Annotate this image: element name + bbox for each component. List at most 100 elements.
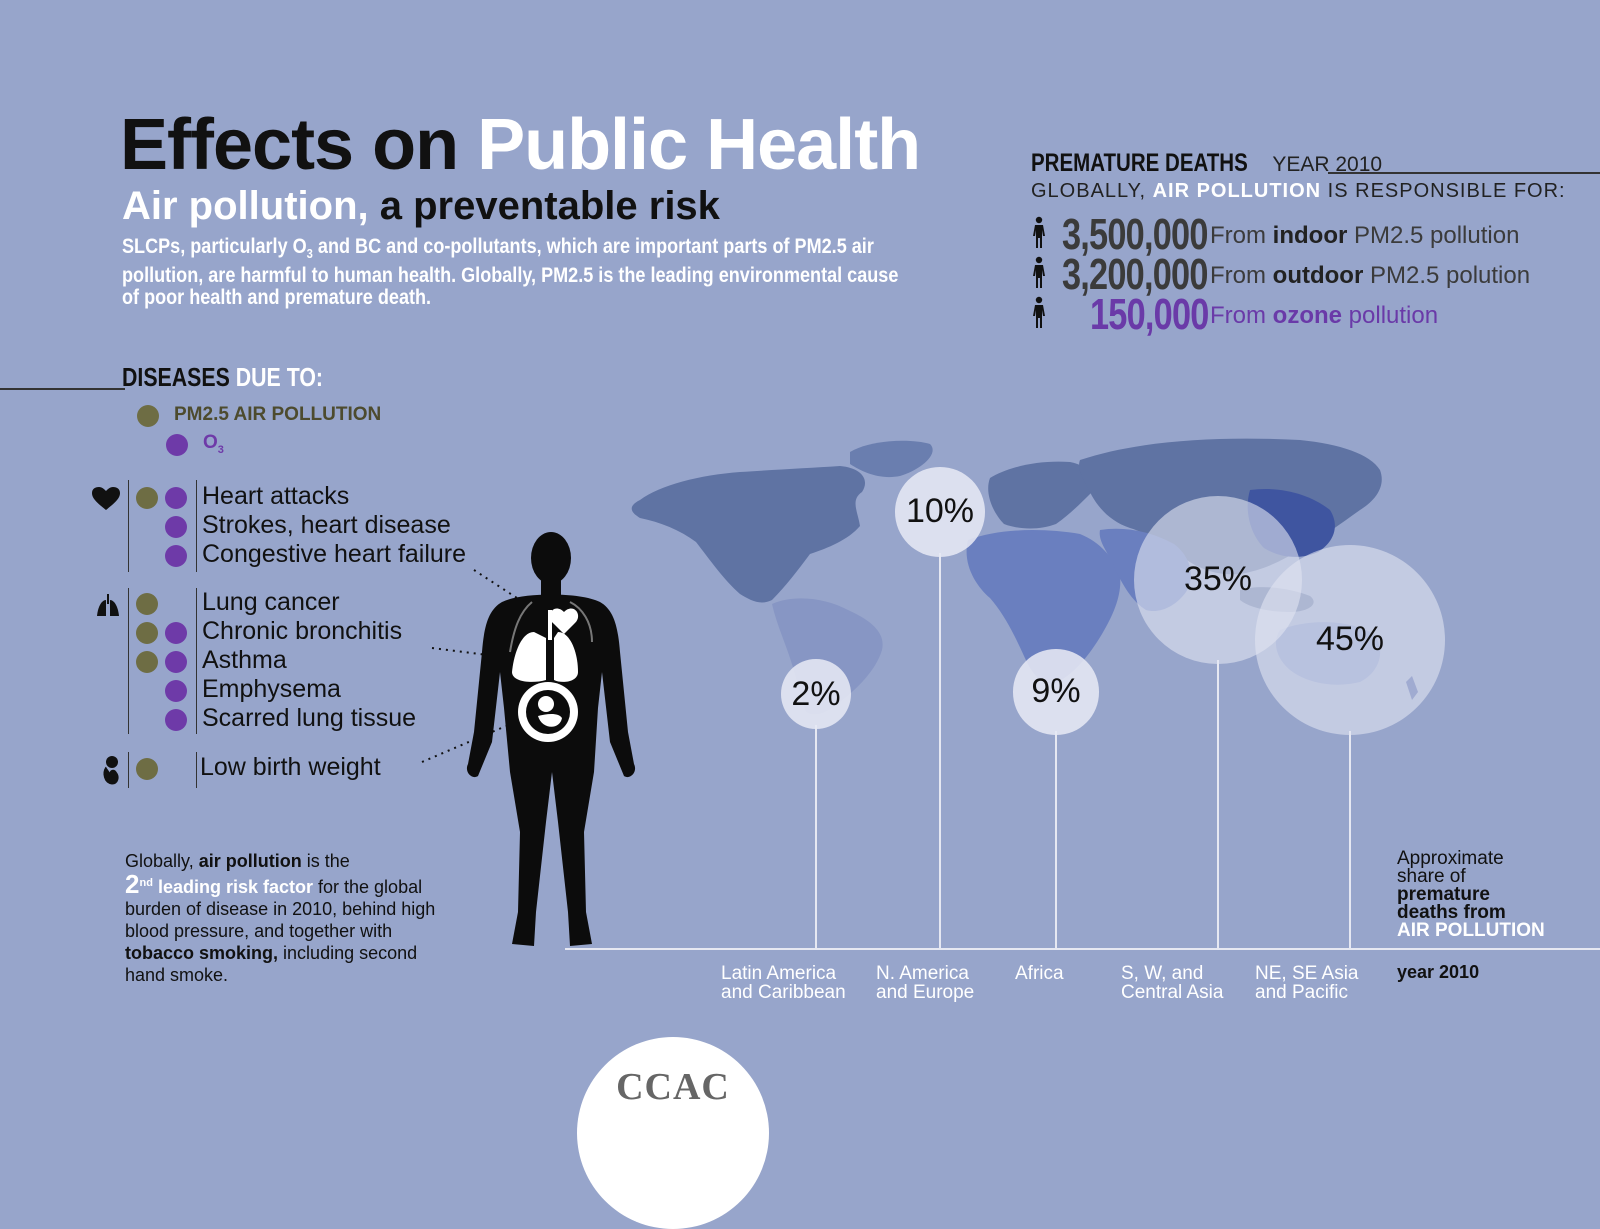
africa-shape: [966, 530, 1121, 684]
source-type: outdoor: [1272, 262, 1364, 289]
share-line1: Approximate: [1397, 848, 1504, 869]
bubble-stem: [815, 725, 817, 948]
sub-prefix: GLOBALLY,: [1031, 180, 1146, 202]
o3-dot: [165, 680, 187, 702]
disease-heart-attacks: Heart attacks: [202, 482, 350, 510]
risk-rank: 2: [125, 869, 140, 899]
deaths-value: 3,500,000: [1062, 210, 1208, 259]
person-icon: [1033, 256, 1045, 288]
disease-bronchitis: Chronic bronchitis: [202, 617, 403, 645]
south-america-shape: [772, 598, 883, 715]
risk-p2: air pollution: [198, 851, 302, 871]
disease-lung-cancer: Lung cancer: [202, 588, 340, 616]
group-divider: [128, 588, 129, 734]
deaths-value: 3,200,000: [1062, 250, 1208, 299]
premature-deaths-year: YEAR 2010: [1272, 153, 1383, 176]
from-text: From: [1210, 222, 1266, 249]
risk-p3: is the: [306, 851, 350, 871]
region-label-latam: Latin America and Caribbean: [721, 964, 846, 1002]
risk-p4: leading risk factor: [157, 877, 313, 897]
risk-p5: for the global burden of disease in 2010…: [125, 877, 436, 941]
subtitle-black: a preventable risk: [379, 184, 720, 228]
share-line4: deaths from: [1397, 902, 1506, 923]
disease-low-birth-weight: Low birth weight: [200, 753, 381, 781]
se-asia-shape: [1240, 587, 1314, 612]
from-text: From: [1210, 302, 1266, 329]
pm-dot: [136, 758, 158, 780]
source-type: indoor: [1272, 222, 1348, 249]
share-line3: premature: [1397, 884, 1490, 905]
o3-letter: O: [203, 432, 218, 453]
group-divider: [128, 752, 129, 788]
world-map: [631, 438, 1418, 715]
share-note: Approximate share of premature deaths fr…: [1397, 848, 1545, 941]
o3-dot: [165, 651, 187, 673]
disease-scarred-lung: Scarred lung tissue: [202, 704, 417, 732]
pm-dot: [136, 487, 158, 509]
share-year: year 2010: [1397, 962, 1480, 982]
risk-factor-note: Globally, air pollution is the 2nd leadi…: [125, 850, 455, 986]
disease-strokes: Strokes, heart disease: [202, 511, 451, 539]
region-label-africa: Africa: [1015, 964, 1064, 983]
o3-dot: [165, 516, 187, 538]
deaths-value: 150,000: [1090, 290, 1209, 339]
region-latam-line2: and Caribbean: [721, 982, 846, 1003]
region-ne-line1: NE, SE Asia: [1255, 963, 1359, 984]
region-latam-line1: Latin America: [721, 963, 837, 984]
ccac-logo: CCAC: [616, 1066, 730, 1108]
diseases-heading: DISEASES DUE TO:: [122, 362, 323, 393]
bubble-stem: [1349, 731, 1351, 948]
source-rest: pollution: [1348, 302, 1439, 329]
europe-shape: [988, 461, 1095, 529]
risk-rank-sup: nd: [139, 877, 153, 889]
premature-deaths-title: PREMATURE DEATHS: [1031, 149, 1248, 177]
australia-shape: [1275, 622, 1381, 685]
intro-subscript: 3: [306, 246, 313, 262]
intro-part-2: and BC and co-pollutants, which are impo…: [122, 235, 899, 310]
source-type: ozone: [1272, 302, 1342, 329]
region-swc-line2: Central Asia: [1121, 982, 1224, 1003]
lungs-icon: [97, 594, 119, 616]
chart-baseline: [565, 948, 1600, 950]
region-label-ne-se-asia: NE, SE Asia and Pacific: [1255, 964, 1359, 1002]
person-icon: [1033, 296, 1045, 328]
group-divider: [196, 588, 197, 734]
region-swc-line1: S, W, and: [1121, 963, 1204, 984]
north-america-shape: [631, 466, 866, 603]
greenland-shape: [850, 440, 933, 478]
region-nam-line2: and Europe: [876, 982, 975, 1003]
region-ne-line2: and Pacific: [1255, 982, 1348, 1003]
group-divider: [196, 480, 197, 572]
diseases-heading-black: DISEASES: [122, 362, 230, 392]
pm-dot: [136, 651, 158, 673]
intro-text: SLCPs, particularly O3 and BC and co-pol…: [122, 235, 905, 310]
disease-emphysema: Emphysema: [202, 675, 341, 703]
region-nam-line1: N. America: [876, 963, 969, 984]
region-label-swc-asia: S, W, and Central Asia: [1121, 964, 1223, 1002]
source-rest: PM2.5 polution: [1369, 262, 1531, 289]
pm-dot: [136, 622, 158, 644]
human-body-figure: [466, 532, 636, 946]
from-text: From: [1210, 262, 1266, 289]
pm-dot: [136, 593, 158, 615]
disease-asthma: Asthma: [202, 646, 287, 674]
divider-line: [0, 388, 125, 390]
risk-p1: Globally,: [125, 851, 194, 871]
o3-dot: [165, 622, 187, 644]
premature-deaths-subheading: GLOBALLY, AIR POLLUTION IS RESPONSIBLE F…: [1031, 180, 1566, 203]
page-title: Effects on Public Health: [120, 104, 921, 186]
legend-pm-dot: [137, 405, 159, 427]
o3-dot: [165, 545, 187, 567]
legend-o3-dot: [166, 434, 188, 456]
share-line5: AIR POLLUTION: [1397, 920, 1545, 941]
premature-deaths-heading: PREMATURE DEATHS YEAR 2010: [1031, 149, 1382, 178]
heart-icon: [92, 487, 120, 510]
o3-dot: [165, 709, 187, 731]
sub-suffix: IS RESPONSIBLE FOR:: [1327, 180, 1566, 202]
new-zealand-shape: [1406, 676, 1418, 700]
o3-subscript: 3: [217, 443, 224, 456]
divider-line: [1328, 172, 1600, 174]
legend-pm-label: PM2.5 AIR POLLUTION: [174, 404, 382, 425]
o3-dot: [165, 487, 187, 509]
pointer-lines: [421, 569, 521, 763]
